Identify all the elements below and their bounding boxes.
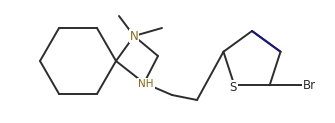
Text: S: S [230, 81, 237, 94]
Text: NH: NH [138, 79, 154, 89]
Text: Br: Br [303, 79, 316, 92]
Text: N: N [130, 30, 138, 43]
